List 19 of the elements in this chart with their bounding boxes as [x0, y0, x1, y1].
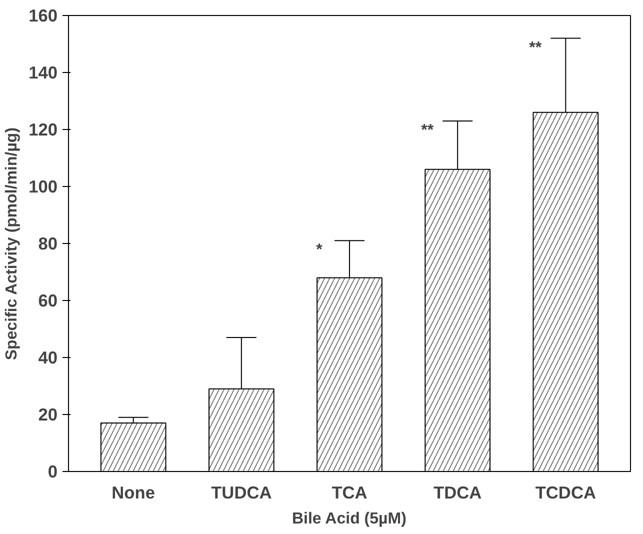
y-tick-label: 80 [38, 234, 58, 254]
x-tick-label: TCA [332, 482, 368, 502]
y-tick-label: 40 [38, 348, 58, 368]
y-tick-label: 100 [28, 176, 58, 196]
y-tick-label: 60 [38, 290, 58, 310]
y-tick-label: 140 [28, 62, 58, 82]
x-axis-title: Bile Acid (5µM) [292, 510, 406, 528]
x-tick-label: TCDCA [535, 482, 596, 502]
y-axis-title: Specific Activity (pmol/min/µg) [4, 127, 21, 360]
x-tick-label: TUDCA [211, 482, 272, 502]
y-tick-label: 160 [28, 6, 58, 26]
annotation: * [316, 242, 324, 259]
y-tick-label: 120 [28, 120, 58, 140]
x-tick-label: TDCA [434, 482, 482, 502]
annotation: ** [529, 39, 542, 56]
x-tick-label: None [112, 482, 156, 502]
annotation: ** [421, 122, 434, 139]
y-tick-label: 0 [48, 462, 58, 482]
y-tick-label: 20 [38, 404, 58, 424]
